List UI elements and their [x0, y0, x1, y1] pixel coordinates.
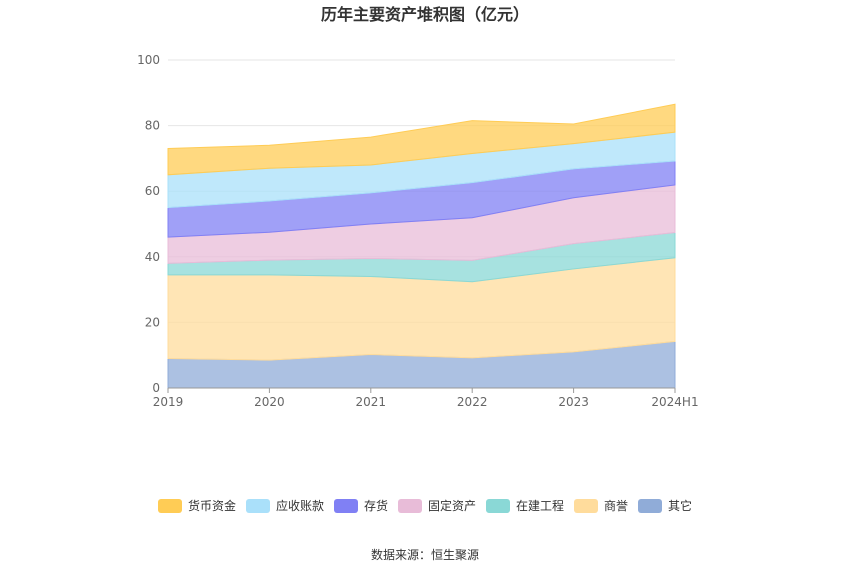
legend-swatch — [334, 499, 358, 513]
y-tick-label: 80 — [145, 119, 160, 133]
legend-label: 商誉 — [604, 498, 628, 513]
y-tick-label: 20 — [145, 315, 160, 329]
x-tick-label: 2021 — [356, 395, 387, 409]
legend-item-商誉[interactable]: 商誉 — [574, 498, 628, 513]
legend-label: 应收账款 — [276, 498, 324, 513]
x-tick-label: 2019 — [153, 395, 184, 409]
y-tick-label: 0 — [152, 381, 160, 395]
legend-swatch — [486, 499, 510, 513]
legend-item-在建工程[interactable]: 在建工程 — [486, 498, 564, 513]
chart-title: 历年主要资产堆积图（亿元） — [321, 5, 529, 24]
legend-swatch — [246, 499, 270, 513]
data-source: 数据来源：恒生聚源 — [371, 547, 479, 562]
legend-label: 其它 — [668, 498, 692, 513]
legend-item-固定资产[interactable]: 固定资产 — [398, 498, 476, 513]
legend-item-货币资金[interactable]: 货币资金 — [158, 498, 236, 513]
area-货币资金[interactable] — [167, 103, 676, 176]
x-tick-label: 2023 — [558, 395, 589, 409]
legend[interactable]: 货币资金 应收账款 存货 固定资产 在建工程 商誉 其它 — [158, 498, 692, 513]
legend-label: 固定资产 — [428, 498, 476, 513]
legend-label: 货币资金 — [188, 498, 236, 513]
legend-swatch — [158, 499, 182, 513]
x-tick-label: 2020 — [254, 395, 285, 409]
x-tick-label: 2022 — [457, 395, 488, 409]
legend-label: 在建工程 — [516, 498, 564, 513]
legend-item-应收账款[interactable]: 应收账款 — [246, 498, 324, 513]
legend-item-存货[interactable]: 存货 — [334, 498, 388, 513]
y-tick-label: 40 — [145, 250, 160, 264]
area-series — [167, 103, 676, 389]
x-tick-label: 2024H1 — [651, 395, 698, 409]
y-tick-label: 100 — [137, 53, 160, 67]
legend-swatch — [638, 499, 662, 513]
legend-swatch — [398, 499, 422, 513]
legend-item-其它[interactable]: 其它 — [638, 498, 692, 513]
axes: 2019 2020 2021 2022 2023 2024H1 — [153, 387, 699, 409]
y-tick-label: 60 — [145, 184, 160, 198]
legend-label: 存货 — [364, 498, 388, 513]
legend-swatch — [574, 499, 598, 513]
